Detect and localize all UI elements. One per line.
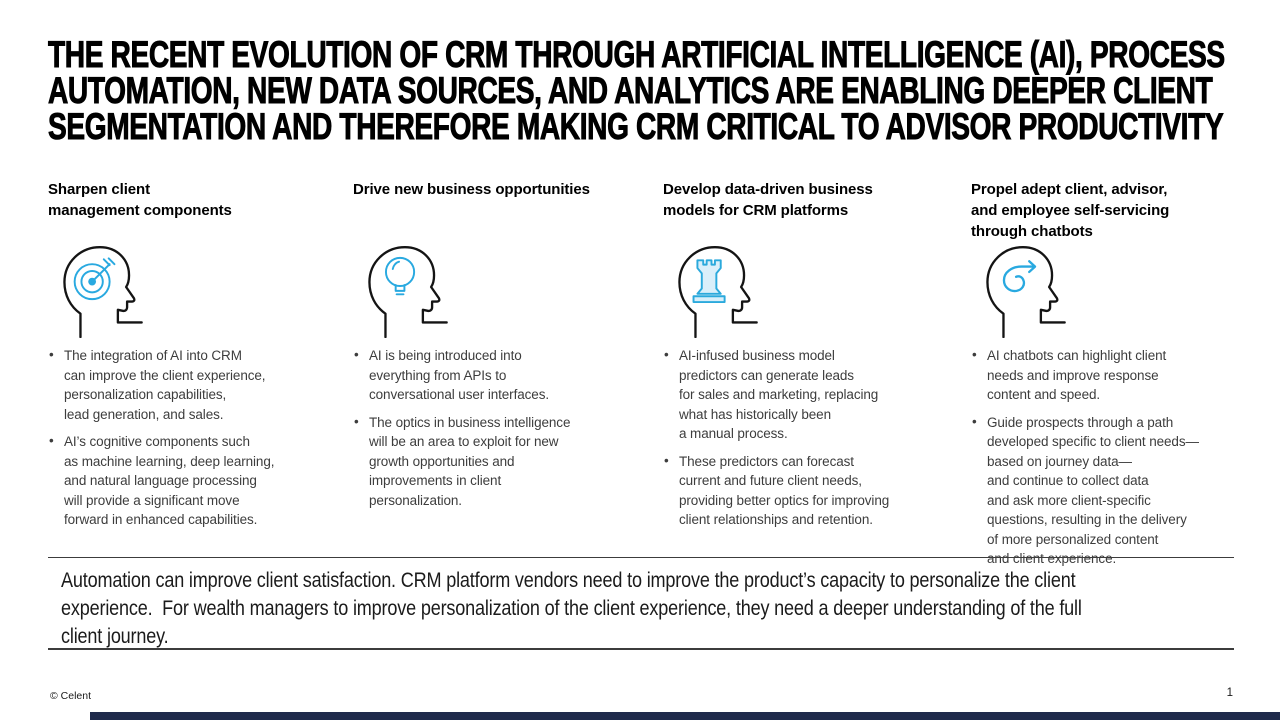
bullet-item: • The integration of AI into CRM can imp… bbox=[48, 346, 325, 424]
summary-callout: Automation can improve client satisfacti… bbox=[48, 557, 1234, 650]
bullet-text: These predictors can forecast current an… bbox=[679, 453, 890, 528]
bullet-marker: • bbox=[972, 413, 977, 429]
chess-rook-icon bbox=[678, 246, 758, 338]
slide-title: THE RECENT EVOLUTION OF CRM THROUGH ARTI… bbox=[48, 34, 1258, 147]
column-self-servicing-chatbots: Propel adept client, advisor, and employ… bbox=[971, 179, 1242, 577]
bullet-text: AI chatbots can highlight client needs a… bbox=[987, 348, 1167, 402]
head-icon bbox=[971, 236, 1242, 346]
bullet-list: • AI-infused business model predictors c… bbox=[663, 346, 943, 530]
bullet-item: • AI is being introduced into everything… bbox=[353, 346, 635, 405]
lightbulb-icon bbox=[368, 246, 448, 338]
slide-title-line: AUTOMATION, NEW DATA SOURCES, AND ANALYT… bbox=[48, 70, 1214, 111]
bullet-item: • AI’s cognitive components such as mach… bbox=[48, 432, 325, 530]
column-drive-new-business: Drive new business opportunities bbox=[353, 179, 635, 577]
bullet-text: The integration of AI into CRM can impro… bbox=[64, 348, 266, 422]
bullet-marker: • bbox=[664, 347, 669, 362]
slide-title-line: SEGMENTATION AND THEREFORE MAKING CRM CR… bbox=[48, 106, 1224, 147]
slide-title-line: THE RECENT EVOLUTION OF CRM THROUGH ARTI… bbox=[48, 34, 1226, 75]
bullet-text: AI is being introduced into everything f… bbox=[369, 348, 549, 402]
column-heading: Sharpen client management components bbox=[48, 181, 232, 219]
head-icon bbox=[353, 236, 635, 346]
column-data-driven-models: Develop data-driven business models for … bbox=[663, 179, 943, 577]
bullet-item: • Guide prospects through a path develop… bbox=[971, 413, 1242, 569]
head-icon bbox=[48, 236, 325, 346]
column-heading: Develop data-driven business models for … bbox=[663, 181, 873, 219]
bullet-item: • These predictors can forecast current … bbox=[663, 452, 943, 530]
bullet-list: • AI chatbots can highlight client needs… bbox=[971, 346, 1242, 569]
bullet-marker: • bbox=[354, 413, 359, 429]
bullet-text: AI-infused business model predictors can… bbox=[679, 348, 879, 441]
bullet-item: • The optics in business intelligence wi… bbox=[353, 413, 635, 511]
bullet-item: • AI-infused business model predictors c… bbox=[663, 346, 943, 444]
bullet-item: • AI chatbots can highlight client needs… bbox=[971, 346, 1242, 405]
target-dart-icon bbox=[63, 246, 143, 338]
bullet-list: • The integration of AI into CRM can imp… bbox=[48, 346, 325, 530]
bullet-marker: • bbox=[972, 347, 977, 362]
loop-arrow-icon bbox=[986, 246, 1066, 338]
bullet-text: The optics in business intelligence will… bbox=[369, 414, 571, 508]
summary-text-line: experience. For wealth managers to impro… bbox=[61, 597, 1082, 620]
bullet-list: • AI is being introduced into everything… bbox=[353, 346, 635, 510]
bullet-marker: • bbox=[354, 347, 359, 362]
column-sharpen-client-management: Sharpen client management components bbox=[48, 179, 325, 577]
bullet-text: AI’s cognitive components such as machin… bbox=[64, 434, 275, 527]
bullet-marker: • bbox=[49, 433, 54, 448]
copyright-label: © Celent bbox=[50, 690, 92, 702]
column-heading: Propel adept client, advisor, and employ… bbox=[971, 181, 1170, 240]
content-columns: Sharpen client management components bbox=[48, 179, 1244, 577]
bullet-text: Guide prospects through a path developed… bbox=[987, 414, 1199, 567]
page-number: 1 bbox=[1226, 687, 1233, 699]
column-heading: Drive new business opportunities bbox=[353, 181, 590, 198]
summary-text-line: Automation can improve client satisfacti… bbox=[61, 569, 1076, 592]
head-icon bbox=[663, 236, 943, 346]
bullet-marker: • bbox=[664, 452, 669, 468]
bullet-marker: • bbox=[49, 347, 54, 362]
summary-text-line: client journey. bbox=[61, 625, 169, 648]
footer-accent-bar bbox=[90, 712, 1280, 720]
